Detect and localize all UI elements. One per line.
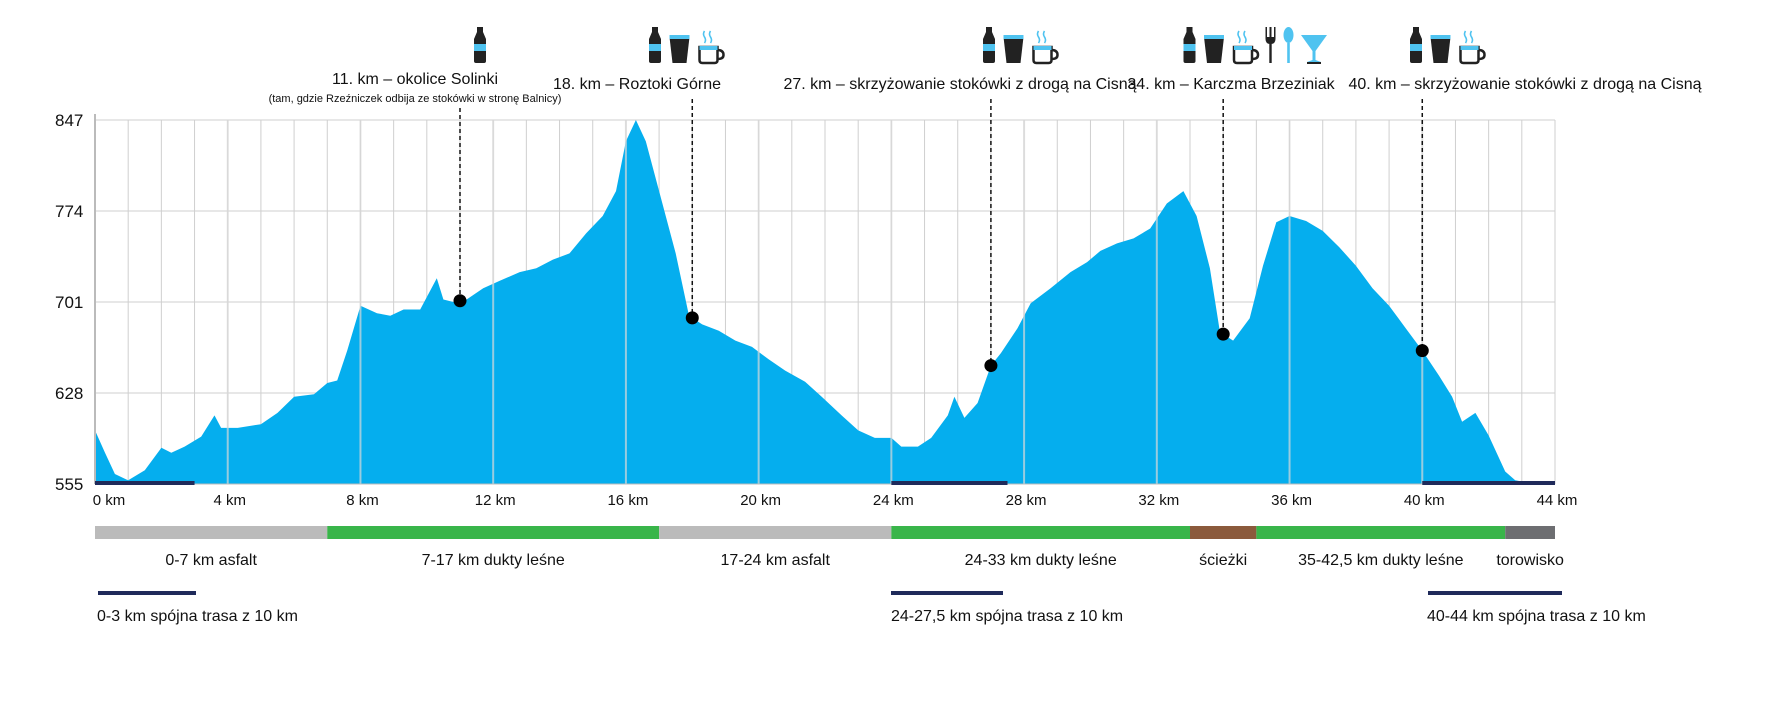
surface-segment-label: 7-17 km dukty leśne xyxy=(422,552,565,569)
aid-stations: 11. km – okolice Solinki (tam, gdzie Rzeź… xyxy=(269,27,1702,373)
y-tick-label: 555 xyxy=(55,475,83,494)
cup-icon xyxy=(1204,35,1224,63)
y-tick-label: 847 xyxy=(55,111,83,130)
aid-station: 34. km – Karczma Brzeziniak xyxy=(1127,27,1336,341)
surface-segment xyxy=(1256,526,1506,539)
shared-route-label: 0-3 km spójna trasa z 10 km xyxy=(97,608,298,625)
x-tick-label: 20 km xyxy=(740,492,781,509)
aid-station-icons xyxy=(1183,27,1327,65)
x-tick-label: 12 km xyxy=(475,492,516,509)
x-tick-label: 28 km xyxy=(1006,492,1047,509)
aid-station: 11. km – okolice Solinki (tam, gdzie Rzeź… xyxy=(269,27,562,308)
bottle-icon xyxy=(983,27,995,63)
aid-station: 40. km – skrzyżowanie stokówki z drogą n… xyxy=(1348,27,1702,358)
cup-icon xyxy=(669,35,690,63)
x-tick-label: 44 km xyxy=(1537,492,1578,509)
surface-segment xyxy=(1190,526,1257,539)
hot-drink-icon xyxy=(698,30,725,65)
x-tick-label: 36 km xyxy=(1271,492,1312,509)
shared-route-legend: 0-3 km spójna trasa z 10 km 24-27,5 km sp… xyxy=(97,591,1646,625)
surface-bar: 0-7 km asfalt 7-17 km dukty leśne 17-24 km… xyxy=(95,526,1564,569)
aid-station-icons xyxy=(649,27,725,65)
aid-station: 18. km – Roztoki Górne xyxy=(553,27,725,325)
bottle-icon xyxy=(1183,27,1196,63)
surface-segment xyxy=(1505,526,1555,539)
aid-station-marker xyxy=(685,311,699,325)
surface-segment xyxy=(327,526,660,539)
shared-route-label: 24-27,5 km spójna trasa z 10 km xyxy=(891,608,1123,625)
surface-segment-label: 17-24 km asfalt xyxy=(721,552,831,569)
surface-segment-label: ścieżki xyxy=(1199,552,1247,569)
x-axis-ticks: 0 km 4 km 8 km 12 km 16 km 20 km 24 km 28 km 32 … xyxy=(93,492,1578,509)
aid-station-icons xyxy=(1410,27,1486,65)
bottle-icon xyxy=(474,27,486,63)
surface-segment-label: 24-33 km dukty leśne xyxy=(965,552,1117,569)
aid-station-label: 11. km – okolice Solinki xyxy=(332,71,498,88)
y-tick-label: 774 xyxy=(55,202,83,221)
aid-station-label: 18. km – Roztoki Górne xyxy=(553,76,721,93)
cocktail-glass-icon xyxy=(1301,35,1327,64)
x-tick-label: 0 km xyxy=(93,492,126,509)
aid-station-marker xyxy=(1415,344,1429,358)
bottle-icon xyxy=(649,27,661,63)
x-tick-label: 8 km xyxy=(346,492,379,509)
y-axis-ticks: 555 628 701 774 847 xyxy=(55,111,83,494)
fork-icon xyxy=(1265,27,1276,63)
bottle-icon xyxy=(1410,27,1422,63)
aid-station-sublabel: (tam, gdzie Rzeźniczek odbija ze stokówk… xyxy=(269,93,562,105)
aid-station: 27. km – skrzyżowanie stokówki z drogą n… xyxy=(783,27,1137,373)
spoon-icon xyxy=(1283,27,1294,63)
elevation-profile-area xyxy=(95,120,1555,484)
y-tick-label: 701 xyxy=(55,293,83,312)
aid-station-marker xyxy=(453,294,467,308)
cup-icon xyxy=(1430,35,1451,63)
aid-station-label: 40. km – skrzyżowanie stokówki z drogą n… xyxy=(1348,76,1701,93)
surface-segment-label: 0-7 km asfalt xyxy=(165,552,257,569)
hot-drink-icon xyxy=(1232,30,1260,65)
x-tick-label: 40 km xyxy=(1404,492,1445,509)
aid-station-icons xyxy=(474,27,486,63)
shared-route-label: 40-44 km spójna trasa z 10 km xyxy=(1427,608,1646,625)
x-tick-label: 16 km xyxy=(607,492,648,509)
surface-segment xyxy=(659,526,892,539)
aid-station-marker xyxy=(984,359,998,373)
x-tick-label: 4 km xyxy=(213,492,246,509)
y-tick-label: 628 xyxy=(55,384,83,403)
surface-segment xyxy=(95,526,328,539)
aid-station-marker xyxy=(1216,327,1230,341)
hot-drink-icon xyxy=(1459,30,1486,65)
surface-segment-label: 35-42,5 km dukty leśne xyxy=(1298,552,1464,569)
hot-drink-icon xyxy=(1032,30,1059,65)
x-tick-label: 32 km xyxy=(1138,492,1179,509)
x-tick-label: 24 km xyxy=(873,492,914,509)
aid-station-label: 34. km – Karczma Brzeziniak xyxy=(1127,76,1335,93)
aid-station-icons xyxy=(983,27,1059,65)
surface-segment xyxy=(891,526,1190,539)
cup-icon xyxy=(1003,35,1024,63)
aid-station-label: 27. km – skrzyżowanie stokówki z drogą n… xyxy=(783,76,1136,93)
surface-segment-label: torowisko xyxy=(1496,552,1564,569)
